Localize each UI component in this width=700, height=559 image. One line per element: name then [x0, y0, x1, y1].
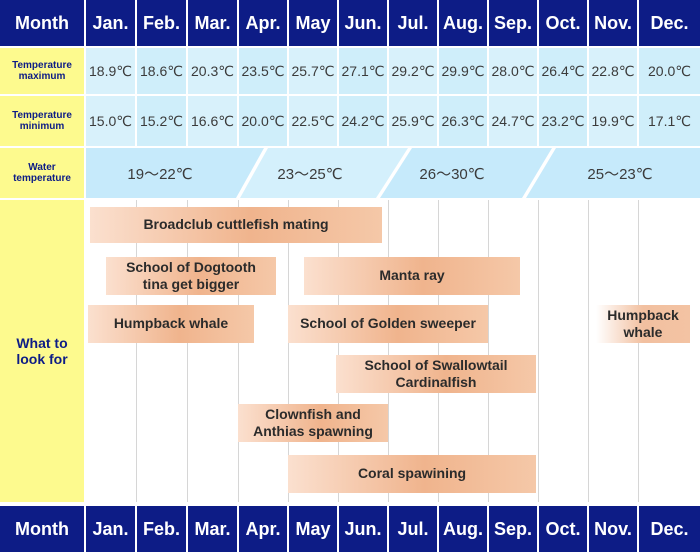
month-dec: Dec. — [639, 0, 700, 46]
grid-line — [288, 200, 289, 502]
water-band-4: 25～23℃ — [587, 165, 653, 183]
month-jun: Jun. — [339, 506, 387, 552]
activity-manta-ray: Manta ray — [304, 257, 520, 295]
temp-min-cell: 24.2℃ — [339, 96, 387, 146]
temp-min-cell: 23.2℃ — [539, 96, 587, 146]
month-nov: Nov. — [589, 0, 637, 46]
month-dec: Dec. — [639, 506, 700, 552]
water-band-shape — [526, 148, 700, 198]
grid-line — [588, 200, 589, 502]
month-jun: Jun. — [339, 0, 387, 46]
activity-humpback-whale-spring: Humpback whale — [88, 305, 254, 343]
temp-max-cell: 18.6℃ — [137, 48, 186, 94]
temp-max-cell: 18.9℃ — [86, 48, 135, 94]
month-feb: Feb. — [137, 0, 186, 46]
grid-line — [238, 200, 239, 502]
temp-min-cell: 17.1℃ — [639, 96, 700, 146]
activity-broadclub-cuttlefish-mating: Broadclub cuttlefish mating — [90, 207, 382, 243]
grid-line — [136, 200, 137, 502]
grid-line — [187, 200, 188, 502]
water-band-shape — [86, 148, 264, 198]
temp-min-cell: 16.6℃ — [188, 96, 237, 146]
month-apr: Apr. — [239, 506, 287, 552]
month-header-label: Month — [0, 0, 84, 46]
water-band-shape — [380, 148, 552, 198]
grid-line — [538, 200, 539, 502]
water-temp-bands-shape — [86, 148, 700, 198]
temp-min-cell: 20.0℃ — [239, 96, 287, 146]
month-aug: Aug. — [439, 0, 487, 46]
month-jul: Jul. — [389, 0, 437, 46]
month-jul: Jul. — [389, 506, 437, 552]
month-sep: Sep. — [489, 0, 537, 46]
month-mar: Mar. — [188, 506, 237, 552]
activity-clownfish-anthias-spawning: Clownfish and Anthias spawning — [238, 404, 388, 442]
month-sep: Sep. — [489, 506, 537, 552]
activity-golden-sweeper: School of Golden sweeper — [288, 305, 488, 343]
temp-max-cell: 26.4℃ — [539, 48, 587, 94]
temp-min-cell: 26.3℃ — [439, 96, 487, 146]
month-apr: Apr. — [239, 0, 287, 46]
month-feb: Feb. — [137, 506, 186, 552]
water-band-1: 19～22℃ — [127, 165, 193, 183]
activity-grid — [86, 200, 700, 502]
water-band-3: 26～30℃ — [419, 165, 485, 183]
grid-line — [638, 200, 639, 502]
temp-min-cell: 24.7℃ — [489, 96, 537, 146]
grid-line — [388, 200, 389, 502]
month-mar: Mar. — [188, 0, 237, 46]
month-may: May — [289, 0, 337, 46]
activity-humpback-whale-winter: Humpback whale — [596, 305, 690, 343]
month-header-label: Month — [0, 506, 84, 552]
temp-min-cell: 22.5℃ — [289, 96, 337, 146]
temp-max-cell: 20.0℃ — [639, 48, 700, 94]
activity-swallowtail-cardinalfish: School of Swallowtail Cardinalfish — [336, 355, 536, 393]
temp-max-cell: 28.0℃ — [489, 48, 537, 94]
month-jan: Jan. — [86, 506, 135, 552]
water-band-2: 23～25℃ — [277, 165, 343, 183]
temp-min-cell: 15.0℃ — [86, 96, 135, 146]
activity-coral-spawning: Coral spawining — [288, 455, 536, 493]
temp-max-cell: 22.8℃ — [589, 48, 637, 94]
grid-line — [438, 200, 439, 502]
temp-max-cell: 29.9℃ — [439, 48, 487, 94]
temp-min-label: Temperature minimum — [0, 96, 84, 146]
grid-line — [338, 200, 339, 502]
month-may: May — [289, 506, 337, 552]
water-temp-label: Water temperature — [0, 148, 84, 198]
month-oct: Oct. — [539, 506, 587, 552]
temp-max-cell: 25.7℃ — [289, 48, 337, 94]
month-nov: Nov. — [589, 506, 637, 552]
temp-max-cell: 29.2℃ — [389, 48, 437, 94]
temp-max-cell: 27.1℃ — [339, 48, 387, 94]
grid-line — [488, 200, 489, 502]
temp-min-cell: 19.9℃ — [589, 96, 637, 146]
month-oct: Oct. — [539, 0, 587, 46]
activity-dogtooth-tuna: School of Dogtooth tina get bigger — [106, 257, 276, 295]
temp-max-cell: 23.5℃ — [239, 48, 287, 94]
what-to-look-for-label: What to look for — [0, 200, 84, 502]
month-jan: Jan. — [86, 0, 135, 46]
temp-min-cell: 15.2℃ — [137, 96, 186, 146]
temp-max-cell: 20.3℃ — [188, 48, 237, 94]
month-aug: Aug. — [439, 506, 487, 552]
temp-max-label: Temperature maximum — [0, 48, 84, 94]
water-band-shape — [240, 148, 408, 198]
temp-min-cell: 25.9℃ — [389, 96, 437, 146]
